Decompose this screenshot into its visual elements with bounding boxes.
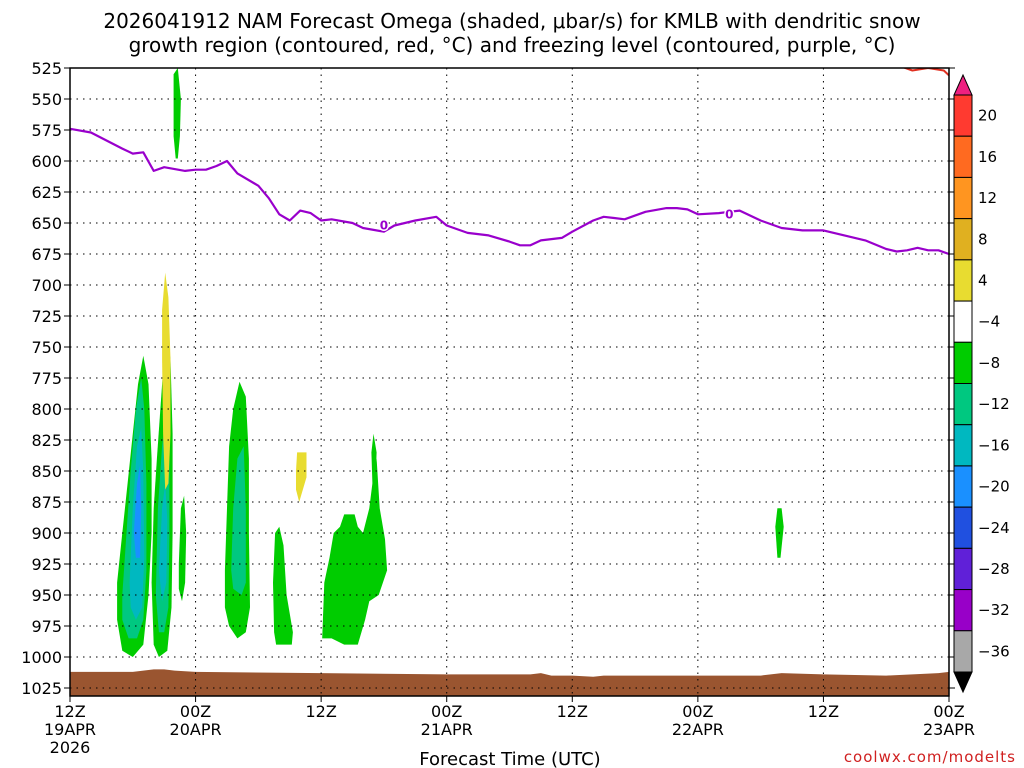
- freezing-level-label: 0: [380, 218, 388, 232]
- y-tick-label: 875: [31, 493, 62, 512]
- colorbar-swatch: [953, 630, 973, 673]
- x-tick-date-label: 21APR: [421, 720, 473, 739]
- omega-wisp-1-level-m4: [178, 495, 187, 602]
- x-axis-title: Forecast Time (UTC): [419, 749, 600, 768]
- x-tick-date-label: 20APR: [170, 720, 222, 739]
- colorbar-swatch: [953, 547, 973, 591]
- x-tick-date-label: 22APR: [672, 720, 724, 739]
- omega-pos-1-level-4: [162, 272, 171, 490]
- y-tick-label: 650: [31, 214, 62, 233]
- colorbar-swatch: [953, 424, 973, 467]
- x-tick-label: 00Z: [180, 702, 211, 721]
- colorbar-label: −28: [978, 560, 1010, 578]
- colorbar-label: 8: [978, 230, 988, 248]
- y-tick-label: 675: [31, 245, 62, 264]
- site-credit: coolwx.com/modelts: [844, 748, 1016, 766]
- colorbar-label: 20: [978, 107, 997, 125]
- colorbar-label: 16: [978, 148, 997, 166]
- omega-wisp-2-level-m4: [173, 68, 181, 159]
- colorbar-swatch: [953, 135, 973, 178]
- y-tick-label: 550: [31, 90, 62, 109]
- y-tick-label: 1025: [21, 679, 62, 698]
- colorbar-label: −32: [978, 601, 1010, 619]
- x-tick-year-label: 2026: [50, 738, 91, 757]
- colorbar-swatch: [953, 300, 973, 343]
- colorbar-swatch: [953, 341, 973, 384]
- omega-blob-1-level-m4: [273, 526, 293, 645]
- x-tick-label: 12Z: [557, 702, 588, 721]
- colorbar-label: 4: [978, 272, 988, 290]
- colorbar-label: −12: [978, 395, 1010, 413]
- chart-title-line-1: 2026041912 NAM Forecast Omega (shaded, μ…: [103, 9, 920, 33]
- y-tick-label: 850: [31, 462, 62, 481]
- y-tick-label: 600: [31, 152, 62, 171]
- omega-plume-a-level-m16: [133, 464, 142, 558]
- colorbar-label: 12: [978, 189, 997, 207]
- x-tick-date-label: 23APR: [923, 720, 975, 739]
- colorbar: 20 16 12 8 4 −4 −8 −12 −16 −20 −24 −28 −32 −36: [953, 73, 1010, 694]
- omega-blob-2-level-m4: [322, 458, 388, 645]
- x-tick-label: 12Z: [54, 702, 85, 721]
- x-tick-label: 12Z: [305, 702, 336, 721]
- freezing-level-label: 0: [725, 207, 733, 221]
- y-tick-label: 525: [31, 59, 62, 78]
- colorbar-label: −24: [978, 519, 1010, 537]
- contour-layer: 00: [70, 68, 949, 256]
- terrain-fill: [70, 669, 949, 696]
- omega-plume-c-level-m8: [231, 446, 246, 595]
- y-tick-label: 575: [31, 121, 62, 140]
- colorbar-swatch: [953, 465, 973, 508]
- y-tick-label: 700: [31, 276, 62, 295]
- plot-frame: [69, 67, 950, 697]
- y-tick-label: 950: [31, 586, 62, 605]
- terrain-layer: [70, 669, 949, 696]
- chart-title-line-2: growth region (contoured, red, °C) and f…: [129, 33, 896, 57]
- colorbar-swatch: [953, 94, 973, 137]
- colorbar-label: −16: [978, 436, 1010, 454]
- colorbar-swatch: [953, 589, 973, 632]
- colorbar-label: −4: [978, 313, 1000, 331]
- y-tick-label: 1000: [21, 648, 62, 667]
- grid-layer: [69, 67, 950, 696]
- colorbar-top-triangle: [953, 73, 973, 96]
- x-tick-label: 00Z: [933, 702, 964, 721]
- colorbar-label: −36: [978, 642, 1010, 660]
- colorbar-label: −20: [978, 478, 1010, 496]
- colorbar-swatch: [953, 383, 973, 426]
- y-tick-label: 975: [31, 617, 62, 636]
- colorbar-swatch: [953, 176, 973, 220]
- x-tick-label: 00Z: [431, 702, 462, 721]
- y-tick-label: 725: [31, 307, 62, 326]
- y-tick-label: 775: [31, 369, 62, 388]
- x-tick-label: 12Z: [808, 702, 839, 721]
- omega-wisp-3-level-m4: [371, 433, 377, 484]
- colorbar-swatch: [953, 259, 973, 302]
- omega-shading-layer: [117, 68, 784, 657]
- y-tick-label: 825: [31, 431, 62, 450]
- y-tick-label: 750: [31, 338, 62, 357]
- colorbar-label: −8: [978, 354, 1000, 372]
- omega-pos-2-level-4: [296, 452, 307, 502]
- colorbar-swatch: [953, 218, 973, 261]
- y-tick-label: 800: [31, 400, 62, 419]
- colorbar-bottom-triangle: [953, 671, 973, 694]
- colorbar-swatch: [953, 506, 973, 549]
- dgz-contour-line: [902, 68, 949, 77]
- x-tick-date-label: 19APR: [44, 720, 96, 739]
- freezing-level-line: [70, 127, 949, 256]
- omega-plume-b-level-m12: [158, 483, 168, 602]
- y-tick-label: 900: [31, 524, 62, 543]
- y-tick-label: 925: [31, 555, 62, 574]
- y-tick-label: 625: [31, 183, 62, 202]
- y-axis: 525 550 575 600 625 650 675 700 725 750 775 800 825 8…: [21, 59, 955, 698]
- x-tick-label: 00Z: [682, 702, 713, 721]
